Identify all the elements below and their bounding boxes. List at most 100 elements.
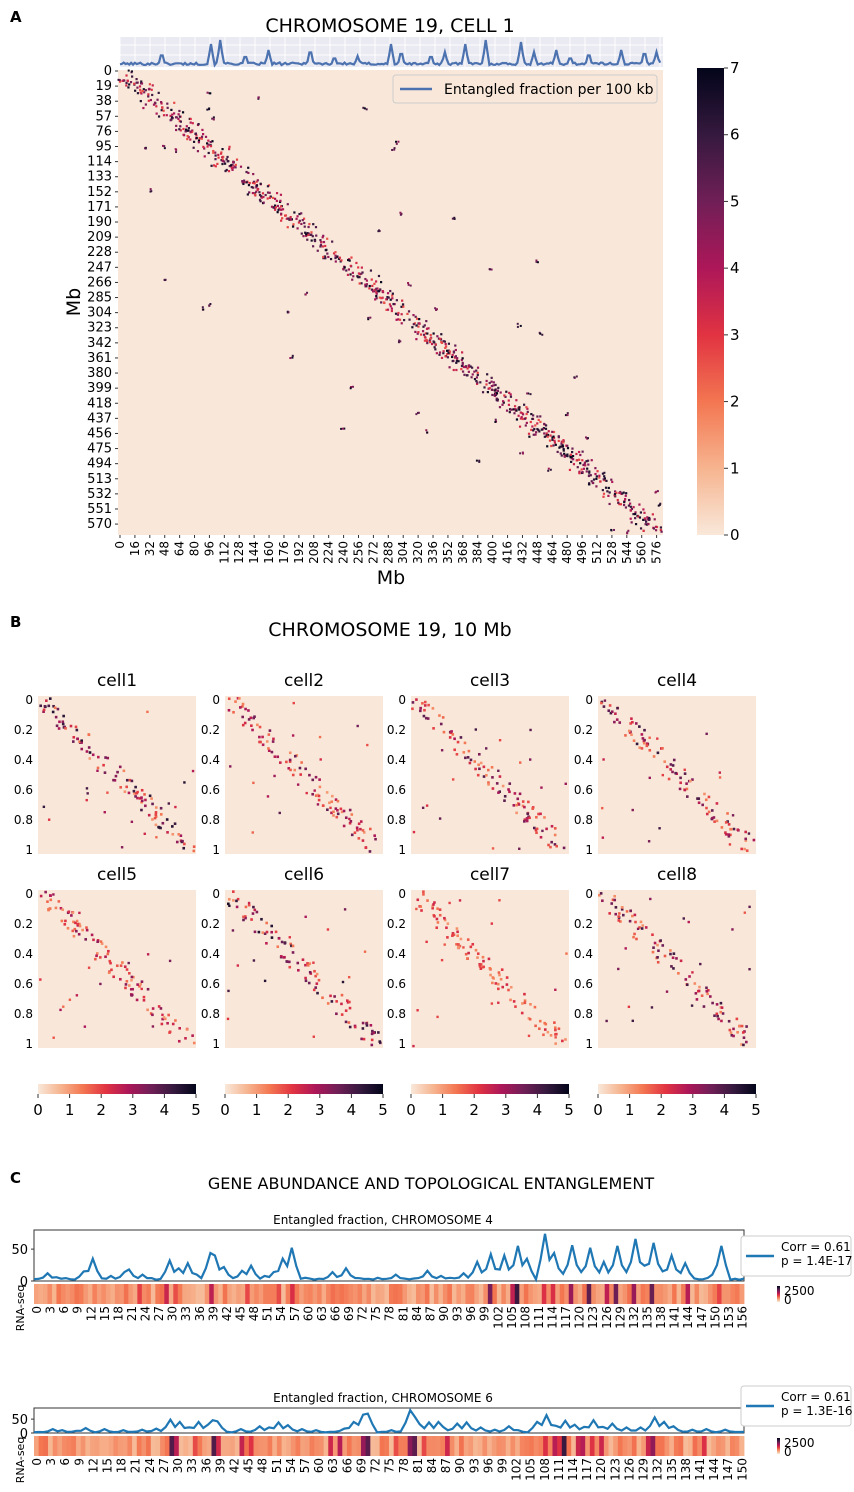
heatmap-cell bbox=[570, 460, 573, 463]
heatmap-cell bbox=[459, 736, 463, 739]
heatmap-cell bbox=[613, 720, 616, 724]
heatmap-cell bbox=[638, 746, 642, 749]
heatmap-cell bbox=[168, 959, 172, 963]
rnaseq-cell bbox=[460, 1284, 466, 1304]
heatmap-cell bbox=[284, 214, 287, 217]
heatmap-cell bbox=[422, 325, 425, 328]
heatmap-cell bbox=[64, 919, 67, 923]
heatmap-cell bbox=[417, 331, 420, 334]
x-tick-label: 96 bbox=[481, 1458, 495, 1473]
heatmap-cell bbox=[100, 942, 104, 945]
heatmap-cell bbox=[569, 456, 572, 459]
heatmap-cell bbox=[146, 987, 150, 991]
heatmap-cell bbox=[497, 971, 501, 974]
rnaseq-cell bbox=[375, 1284, 381, 1304]
heatmap-cell bbox=[80, 747, 84, 751]
x-tick-label: 15 bbox=[98, 1306, 112, 1321]
heatmap-cell bbox=[160, 813, 163, 816]
heatmap-cell bbox=[581, 450, 584, 453]
heatmap-cell bbox=[259, 740, 262, 744]
colorbar-tick-label: 0 bbox=[33, 1101, 43, 1119]
heatmap-cell bbox=[461, 361, 464, 365]
heatmap-cell bbox=[305, 233, 308, 236]
heatmap-cell bbox=[474, 948, 478, 952]
rnaseq-label: RNA-seq bbox=[14, 1437, 27, 1484]
rnaseq-cell bbox=[96, 1284, 102, 1304]
heatmap-cell bbox=[406, 312, 409, 315]
heatmap-cell bbox=[426, 431, 429, 434]
rnaseq-cell bbox=[669, 1436, 675, 1456]
heatmap-cell bbox=[373, 834, 376, 837]
heatmap-cell bbox=[395, 140, 398, 143]
heatmap-cell bbox=[71, 911, 75, 914]
heatmap-cell bbox=[453, 217, 456, 220]
heatmap-cell bbox=[200, 135, 204, 138]
rnaseq-cell bbox=[501, 1284, 507, 1304]
heatmap-cell bbox=[720, 1006, 724, 1009]
heatmap-cell bbox=[525, 817, 529, 820]
heatmap-cell bbox=[494, 392, 497, 395]
heatmap-cell bbox=[140, 796, 143, 799]
heatmap-cell bbox=[166, 106, 169, 109]
rnaseq-cell bbox=[397, 1284, 403, 1304]
heatmap-cell bbox=[661, 747, 664, 750]
heatmap-cell bbox=[503, 799, 506, 802]
heatmap-cell bbox=[373, 288, 376, 291]
heatmap-cell bbox=[291, 773, 295, 777]
heatmap-cell bbox=[679, 776, 682, 780]
heatmap-cell bbox=[610, 528, 613, 531]
heatmap-cell bbox=[711, 816, 714, 820]
heatmap-cell bbox=[127, 69, 130, 72]
heatmap-cell bbox=[266, 191, 270, 194]
rnaseq-cell bbox=[594, 1436, 600, 1456]
heatmap-cell bbox=[550, 824, 554, 828]
heatmap-cell bbox=[499, 977, 503, 981]
heatmap-cell bbox=[308, 962, 312, 965]
y-tick-label: 0.8 bbox=[387, 1007, 406, 1021]
heatmap-cell bbox=[302, 235, 305, 238]
rnaseq-label: RNA-seq bbox=[14, 1285, 27, 1332]
heatmap-cell bbox=[546, 435, 549, 438]
heatmap-cell bbox=[280, 940, 284, 944]
rnaseq-cell bbox=[85, 1436, 91, 1456]
heatmap-cell bbox=[490, 376, 493, 379]
heatmap-cell bbox=[415, 324, 418, 327]
rnaseq-cell bbox=[435, 1436, 441, 1456]
heatmap-cell bbox=[293, 768, 297, 772]
heatmap-cell bbox=[545, 434, 548, 437]
rnaseq-cell bbox=[357, 1284, 363, 1304]
y-tick-label: 0 bbox=[104, 64, 112, 79]
heatmap-cell bbox=[319, 239, 322, 242]
rnaseq-cell bbox=[339, 1284, 345, 1304]
heatmap-cell bbox=[590, 480, 593, 483]
heatmap-cell bbox=[575, 375, 578, 378]
x-tick-label: 63 bbox=[326, 1458, 340, 1473]
heatmap-cell bbox=[177, 113, 180, 116]
heatmap-cell bbox=[307, 232, 310, 235]
heatmap-cell bbox=[61, 908, 65, 911]
y-tick-label: 0 bbox=[25, 887, 33, 901]
heatmap-cell bbox=[344, 1009, 348, 1012]
heatmap-cell bbox=[690, 1004, 694, 1007]
heatmap-cell bbox=[516, 797, 520, 801]
heatmap-cell bbox=[740, 847, 743, 851]
heatmap-cell bbox=[323, 255, 326, 258]
cell-title: cell8 bbox=[657, 865, 697, 885]
heatmap-cell bbox=[394, 312, 398, 315]
heatmap-cell bbox=[471, 373, 474, 376]
heatmap-cell bbox=[385, 308, 388, 312]
heatmap-cell bbox=[461, 351, 464, 354]
x-tick-label: 33 bbox=[179, 1306, 193, 1321]
heatmap-cell bbox=[553, 1026, 557, 1030]
heatmap-cell bbox=[136, 983, 139, 986]
heatmap-cell bbox=[102, 763, 105, 767]
heatmap-cell bbox=[370, 1038, 374, 1042]
heatmap-cell bbox=[674, 771, 677, 775]
heatmap-cell bbox=[146, 710, 149, 714]
heatmap-cell bbox=[547, 467, 550, 470]
heatmap-cell bbox=[346, 1001, 350, 1004]
heatmap-cell bbox=[595, 475, 598, 478]
heatmap-cell bbox=[416, 1009, 419, 1012]
